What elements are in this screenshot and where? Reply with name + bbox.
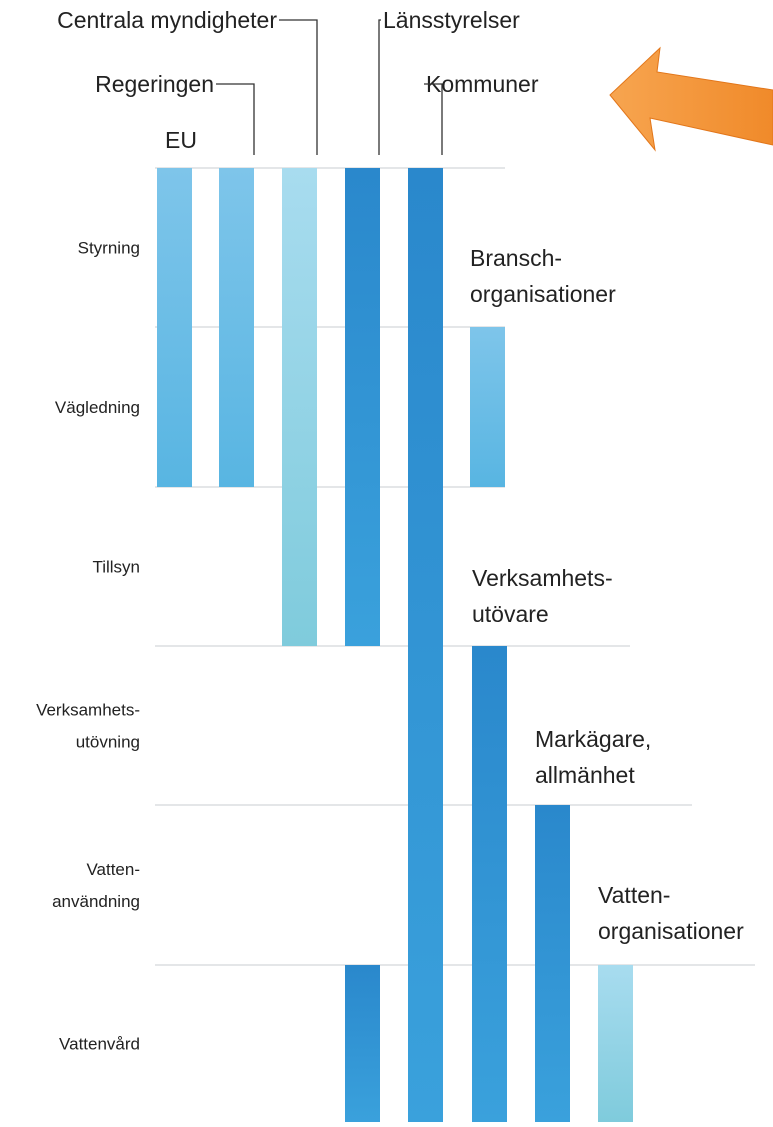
column-bar [157, 168, 192, 487]
column-label: EU [165, 127, 197, 153]
column-label: Bransch- [470, 245, 562, 271]
column-label: Markägare, [535, 726, 651, 752]
column-label: Centrala myndigheter [57, 7, 277, 33]
column-bar [470, 327, 505, 487]
column-label: allmänhet [535, 762, 635, 788]
row-label: Vattenvård [59, 1035, 140, 1054]
column-bar [345, 168, 380, 646]
column-label: Verksamhets- [472, 565, 613, 591]
connector [379, 20, 381, 155]
column-bar [219, 168, 254, 487]
column-bar [598, 965, 633, 1122]
row-label: Vägledning [55, 398, 140, 417]
row-label: Tillsyn [92, 558, 140, 577]
column-bar [345, 965, 380, 1122]
connector [279, 20, 317, 155]
column-label: organisationer [598, 918, 744, 944]
column-label: Länsstyrelser [383, 7, 520, 33]
column-label: utövare [472, 601, 549, 627]
column-label: Kommuner [426, 71, 539, 97]
connector [216, 84, 254, 155]
arrow [610, 48, 773, 150]
column-bar [535, 805, 570, 1122]
row-label: utövning [76, 733, 140, 752]
diagram: Styrning Vägledning Tillsyn Verksamhets-utö… [0, 0, 773, 1122]
column-bar [282, 168, 317, 646]
column-bar [472, 646, 507, 1122]
column-label: Vatten- [598, 882, 670, 908]
column-label: Regeringen [95, 71, 214, 97]
row-label: Verksamhets- [36, 701, 140, 720]
diagram-body: Styrning Vägledning Tillsyn Verksamhets-utö… [36, 7, 755, 1122]
row-label: Styrning [78, 239, 140, 258]
column-label: organisationer [470, 281, 616, 307]
column-bar [408, 168, 443, 1122]
row-label: användning [52, 892, 140, 911]
row-label: Vatten- [86, 860, 140, 879]
